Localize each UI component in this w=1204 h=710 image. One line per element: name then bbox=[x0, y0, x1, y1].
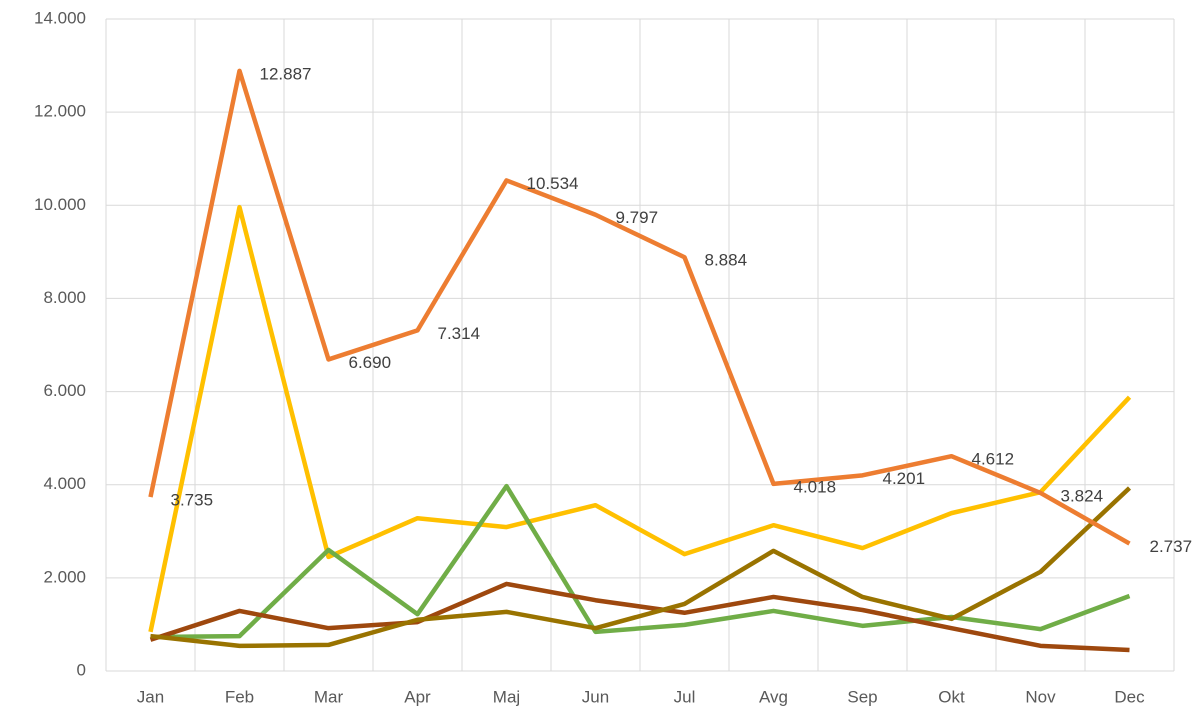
data-label: 10.534 bbox=[527, 174, 579, 193]
series-line bbox=[150, 483, 1131, 640]
x-tick-label: Mar bbox=[314, 687, 344, 706]
x-tick-label: Nov bbox=[1025, 687, 1056, 706]
data-label: 4.018 bbox=[794, 477, 837, 496]
data-label: 3.735 bbox=[171, 491, 214, 510]
x-tick-label: Sep bbox=[847, 687, 877, 706]
x-tick-label: Jul bbox=[674, 687, 696, 706]
data-label: 9.797 bbox=[616, 208, 659, 227]
x-tick-label: Jan bbox=[137, 687, 164, 706]
x-tick-label: Avg bbox=[759, 687, 788, 706]
x-tick-label: Feb bbox=[225, 687, 254, 706]
data-label: 4.612 bbox=[972, 450, 1015, 469]
series-line bbox=[148, 204, 1132, 633]
y-tick-label: 4.000 bbox=[43, 474, 86, 493]
data-label: 4.201 bbox=[883, 469, 926, 488]
data-label: 6.690 bbox=[349, 353, 392, 372]
x-tick-label: Maj bbox=[493, 687, 520, 706]
y-tick-label: 0 bbox=[77, 660, 86, 679]
y-tick-label: 6.000 bbox=[43, 381, 86, 400]
y-tick-label: 12.000 bbox=[34, 102, 86, 121]
x-tick-label: Apr bbox=[404, 687, 431, 706]
series-line bbox=[148, 68, 1131, 546]
series-line bbox=[150, 486, 1132, 649]
data-label: 2.737 bbox=[1150, 537, 1193, 556]
y-tick-label: 14.000 bbox=[34, 8, 86, 27]
data-label: 12.887 bbox=[260, 64, 312, 83]
x-tick-label: Jun bbox=[582, 687, 609, 706]
y-tick-label: 8.000 bbox=[43, 288, 86, 307]
series-line bbox=[149, 581, 1130, 653]
y-tick-label: 2.000 bbox=[43, 567, 86, 586]
x-tick-label: Dec bbox=[1114, 687, 1145, 706]
data-label: 8.884 bbox=[705, 251, 748, 270]
data-label: 7.314 bbox=[438, 324, 481, 343]
y-tick-label: 10.000 bbox=[34, 195, 86, 214]
x-tick-label: Okt bbox=[938, 687, 965, 706]
data-label: 3.824 bbox=[1061, 486, 1104, 505]
